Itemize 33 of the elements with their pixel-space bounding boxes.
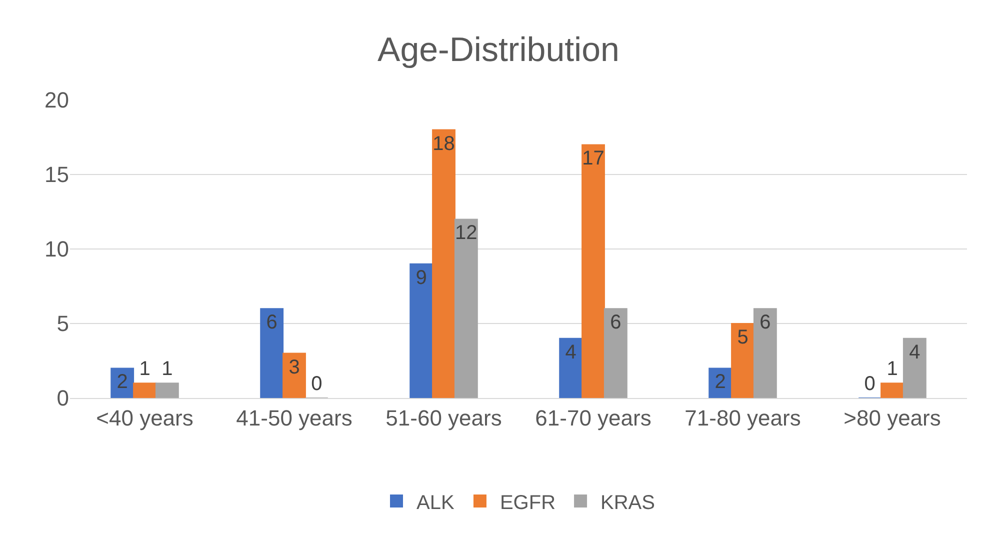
data-label: 9 — [416, 266, 427, 289]
legend-label: EGFR — [500, 492, 556, 514]
chart-title: Age-Distribution — [378, 31, 620, 70]
data-label: 6 — [760, 312, 771, 334]
data-label: 0 — [864, 373, 876, 395]
x-tick-label: 51-60 years — [386, 405, 502, 430]
data-label: 2 — [714, 371, 726, 394]
data-label: 2 — [116, 371, 128, 394]
data-label: 6 — [266, 312, 278, 334]
x-tick-label: 41-50 years — [236, 405, 352, 430]
data-label: 0 — [311, 373, 322, 395]
legend-label: KRAS — [600, 492, 655, 514]
y-tick-label: 15 — [44, 162, 69, 188]
y-tick-label: 10 — [44, 236, 69, 262]
x-tick-label: <40 years — [96, 405, 194, 430]
y-tick-label: 5 — [56, 311, 69, 336]
data-label: 4 — [565, 341, 576, 364]
data-label: 1 — [886, 358, 898, 380]
data-label: 17 — [582, 148, 604, 170]
data-label: 18 — [432, 132, 455, 155]
x-tick-label: 71-80 years — [684, 405, 801, 430]
x-tick-label: 61-70 years — [535, 405, 652, 430]
data-label: 5 — [737, 326, 748, 348]
y-tick-label: 0 — [56, 386, 69, 411]
data-label: 12 — [455, 222, 478, 244]
data-label: 1 — [162, 358, 173, 380]
data-label: 1 — [139, 358, 150, 380]
x-tick-label: >80 years — [844, 405, 941, 430]
data-label: 6 — [610, 312, 622, 334]
data-label: 3 — [288, 356, 300, 378]
legend-label: ALK — [416, 492, 455, 514]
y-tick-label: 20 — [44, 88, 69, 113]
data-label: 4 — [909, 341, 920, 364]
